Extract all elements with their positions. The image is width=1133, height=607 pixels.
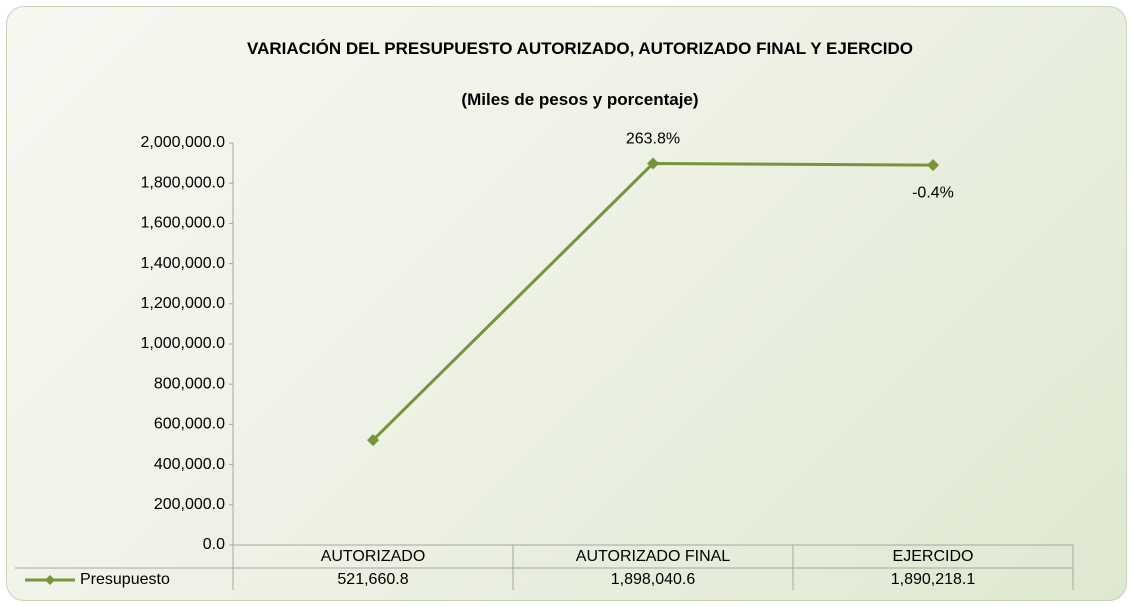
y-tick-label: 800,000.0 [154,375,225,392]
legend-label: Presupuesto [80,571,170,588]
legend-marker [45,575,55,585]
y-tick-label: 2,000,000.0 [140,134,225,151]
y-tick-label: 600,000.0 [154,416,225,433]
chart-frame [6,6,1127,601]
x-tick-label: AUTORIZADO FINAL [576,548,730,565]
annotation: -0.4% [912,184,954,201]
chart-title: VARIACIÓN DEL PRESUPUESTO AUTORIZADO, AU… [247,39,913,58]
x-tick-label: EJERCIDO [893,548,974,565]
y-tick-label: 0.0 [203,536,225,553]
y-tick-label: 1,200,000.0 [140,295,225,312]
y-tick-label: 400,000.0 [154,456,225,473]
chart-subtitle: (Miles de pesos y porcentaje) [461,90,699,109]
point-marker [647,157,659,170]
y-tick-label: 1,600,000.0 [140,215,225,232]
point-marker [367,434,379,447]
series-line [371,161,934,442]
data-table-value: 1,898,040.6 [611,571,696,588]
x-tick-label: AUTORIZADO [321,548,426,565]
annotation: 263.8% [626,131,680,148]
point-marker [927,159,939,172]
data-table-value: 521,660.8 [337,571,408,588]
y-tick-label: 1,800,000.0 [140,174,225,191]
data-table-value: 1,890,218.1 [891,571,976,588]
y-tick-label: 200,000.0 [154,496,225,513]
y-tick-label: 1,400,000.0 [140,255,225,272]
y-tick-label: 1,000,000.0 [140,335,225,352]
